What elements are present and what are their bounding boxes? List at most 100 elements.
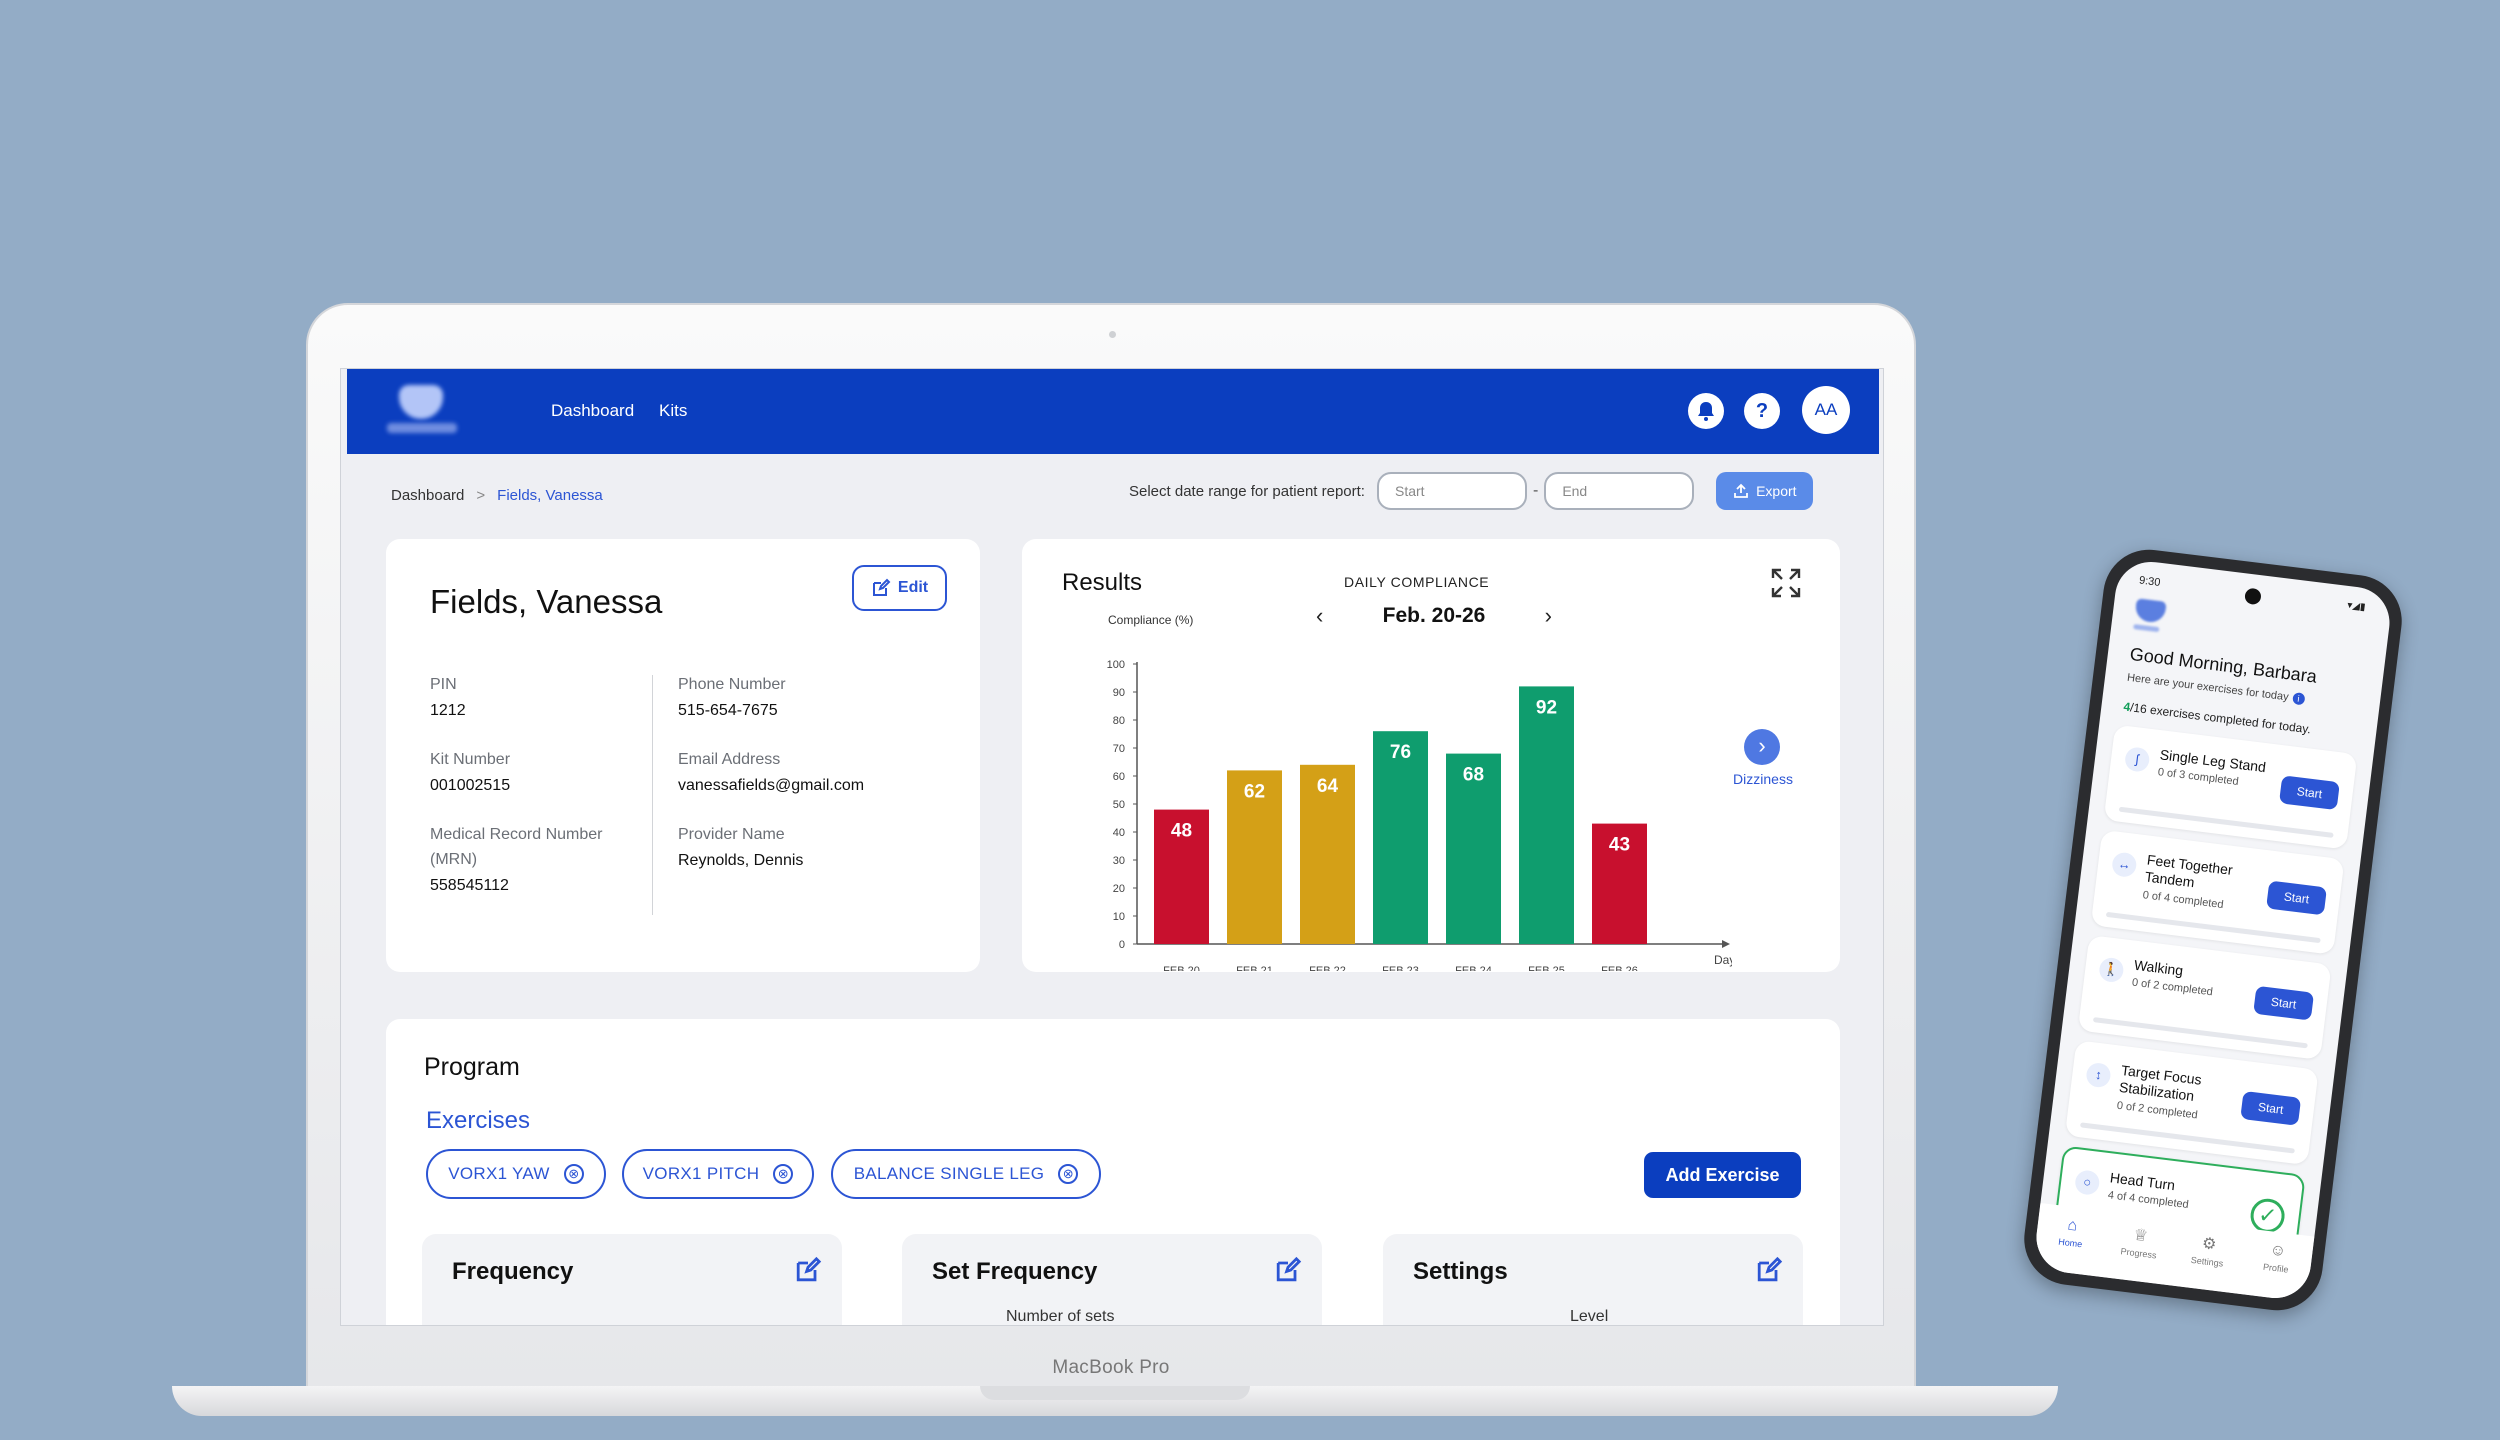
bar-value-label: 62 <box>1244 781 1265 802</box>
x-tick-label: FEB 23 <box>1382 965 1419 971</box>
walking-icon: 🚶 <box>2098 957 2125 984</box>
report-date-range: Select date range for patient report: St… <box>1129 472 1813 510</box>
remove-chip-icon[interactable]: ⊗ <box>564 1164 584 1184</box>
breadcrumb: Dashboard > Fields, Vanessa <box>391 487 603 504</box>
phone-screen: 9:30 ▾◢▮ Good Morning, Barbara Here are … <box>2032 558 2393 1302</box>
export-button[interactable]: Export <box>1716 472 1813 510</box>
phone-value: 515-654-7675 <box>678 698 786 723</box>
tab-home[interactable]: ⌂ Home <box>2037 1213 2103 1276</box>
tab-profile[interactable]: ☺ Profile <box>2242 1239 2308 1302</box>
y-tick-label: 40 <box>1113 827 1125 839</box>
tab-settings[interactable]: ⚙ Settings <box>2174 1230 2240 1293</box>
patient-name: Fields, Vanessa <box>430 583 662 621</box>
exercise-chip[interactable]: VORX1 PITCH ⊗ <box>622 1149 814 1199</box>
x-axis-arrow-icon <box>1722 940 1730 948</box>
end-date-input[interactable]: End <box>1544 472 1694 510</box>
provider-value: Reynolds, Dennis <box>678 848 803 873</box>
y-tick-label: 60 <box>1113 771 1125 783</box>
exercise-card[interactable]: 🚶 Walking 0 of 2 completed Start <box>2078 935 2332 1060</box>
breadcrumb-current: Fields, Vanessa <box>497 487 603 504</box>
compliance-bar <box>1519 686 1574 944</box>
notifications-bell-icon[interactable] <box>1688 393 1724 429</box>
start-button[interactable]: Start <box>2253 986 2314 1021</box>
start-button[interactable]: Start <box>2240 1091 2301 1126</box>
provider-label: Provider Name <box>678 822 803 847</box>
y-tick-label: 30 <box>1113 855 1125 867</box>
trophy-icon: ♕ <box>2110 1222 2172 1249</box>
person-icon: ☺ <box>2247 1239 2309 1264</box>
add-exercise-button[interactable]: Add Exercise <box>1644 1152 1801 1198</box>
y-tick-label: 0 <box>1119 939 1125 951</box>
laptop-screen: Dashboard Kits ? AA Dashboard > Fields, Va… <box>340 368 1884 1326</box>
start-button[interactable]: Start <box>2266 881 2327 916</box>
remove-chip-icon[interactable]: ⊗ <box>1058 1164 1078 1184</box>
phone-status-time: 9:30 <box>2138 574 2161 589</box>
phone-camera <box>2244 587 2262 605</box>
edit-set-frequency-icon[interactable] <box>1274 1256 1302 1284</box>
exercise-chip[interactable]: VORX1 YAW ⊗ <box>426 1149 606 1199</box>
single-leg-icon: ʃ <box>2124 746 2151 773</box>
frequency-panel: Frequency <box>422 1234 842 1326</box>
bar-value-label: 48 <box>1171 821 1192 842</box>
exercises-heading: Exercises <box>426 1107 530 1135</box>
results-card: Results DAILY COMPLIANCE ‹ Feb. 20-26 › … <box>1022 539 1840 972</box>
breadcrumb-dashboard-link[interactable]: Dashboard <box>391 487 464 504</box>
field-divider <box>652 675 653 915</box>
next-metric-arrow-icon[interactable]: › <box>1744 729 1780 765</box>
expand-icon[interactable] <box>1770 567 1802 599</box>
email-label: Email Address <box>678 747 864 772</box>
exercise-chip-label: BALANCE SINGLE LEG <box>854 1164 1045 1184</box>
settings-title: Settings <box>1413 1258 1508 1286</box>
start-date-input[interactable]: Start <box>1377 472 1527 510</box>
edit-patient-button[interactable]: Edit <box>852 565 947 611</box>
user-avatar[interactable]: AA <box>1802 386 1850 434</box>
pin-value: 1212 <box>430 698 466 723</box>
set-frequency-title: Set Frequency <box>932 1258 1097 1286</box>
upload-icon <box>1733 483 1749 499</box>
y-tick-label: 80 <box>1113 715 1125 727</box>
compliance-chart: Compliance (%) Day 0 10 20 30 40 50 60 70 80 90 100 4… <box>1082 599 1732 971</box>
tab-progress-label: Progress <box>2120 1246 2157 1260</box>
phone-field: Phone Number 515-654-7675 <box>678 672 786 723</box>
bar-value-label: 92 <box>1536 697 1557 718</box>
breadcrumb-separator-icon: > <box>476 487 485 504</box>
bar-value-label: 68 <box>1463 765 1484 786</box>
exercise-card[interactable]: ↕ Target Focus Stabilization 0 of 2 comp… <box>2065 1040 2319 1165</box>
patient-info-card: Fields, Vanessa Edit PIN 1212 Kit Number… <box>386 539 980 972</box>
next-metric-label[interactable]: Dizziness <box>1715 771 1811 787</box>
y-tick-label: 100 <box>1107 659 1125 671</box>
date-range-dash: - <box>1533 482 1538 500</box>
help-icon[interactable]: ? <box>1744 393 1780 429</box>
exercise-card[interactable]: ʃ Single Leg Stand 0 of 3 completed Star… <box>2104 725 2358 850</box>
nav-dashboard-link[interactable]: Dashboard <box>551 401 634 421</box>
y-tick-label: 50 <box>1113 799 1125 811</box>
x-tick-label: FEB 22 <box>1309 965 1346 971</box>
tandem-icon: ↔ <box>2111 851 2138 878</box>
top-navigation-bar: Dashboard Kits ? AA <box>347 369 1879 454</box>
phone-status-icons: ▾◢▮ <box>2347 600 2366 613</box>
exercise-chip[interactable]: BALANCE SINGLE LEG ⊗ <box>831 1149 1101 1199</box>
info-icon[interactable]: i <box>2292 692 2305 705</box>
phone-device: 9:30 ▾◢▮ Good Morning, Barbara Here are … <box>2019 544 2407 1315</box>
start-button[interactable]: Start <box>2279 775 2340 810</box>
edit-settings-icon[interactable] <box>1755 1256 1783 1284</box>
tab-progress[interactable]: ♕ Progress <box>2105 1222 2171 1285</box>
tab-home-label: Home <box>2058 1237 2083 1250</box>
edit-label: Edit <box>898 579 928 597</box>
email-field: Email Address vanessafields@gmail.com <box>678 747 864 798</box>
bar-value-label: 76 <box>1390 742 1411 763</box>
remove-chip-icon[interactable]: ⊗ <box>773 1164 793 1184</box>
nav-kits-link[interactable]: Kits <box>659 401 687 421</box>
edit-icon <box>871 578 891 598</box>
tab-profile-label: Profile <box>2262 1262 2289 1275</box>
phone-brand-logo <box>2133 598 2167 635</box>
device-label: MacBook Pro <box>1000 1357 1222 1379</box>
settings-subtitle: Level <box>1570 1308 1608 1326</box>
x-axis-label: Day <box>1714 953 1732 967</box>
brand-logo[interactable] <box>387 385 457 439</box>
edit-frequency-icon[interactable] <box>794 1256 822 1284</box>
exercise-card[interactable]: ↔ Feet Together Tandem 0 of 4 completed … <box>2091 830 2345 955</box>
kit-number-label: Kit Number <box>430 747 510 772</box>
exercise-chip-label: VORX1 PITCH <box>643 1164 760 1184</box>
head-turn-icon: ○ <box>2074 1169 2101 1196</box>
